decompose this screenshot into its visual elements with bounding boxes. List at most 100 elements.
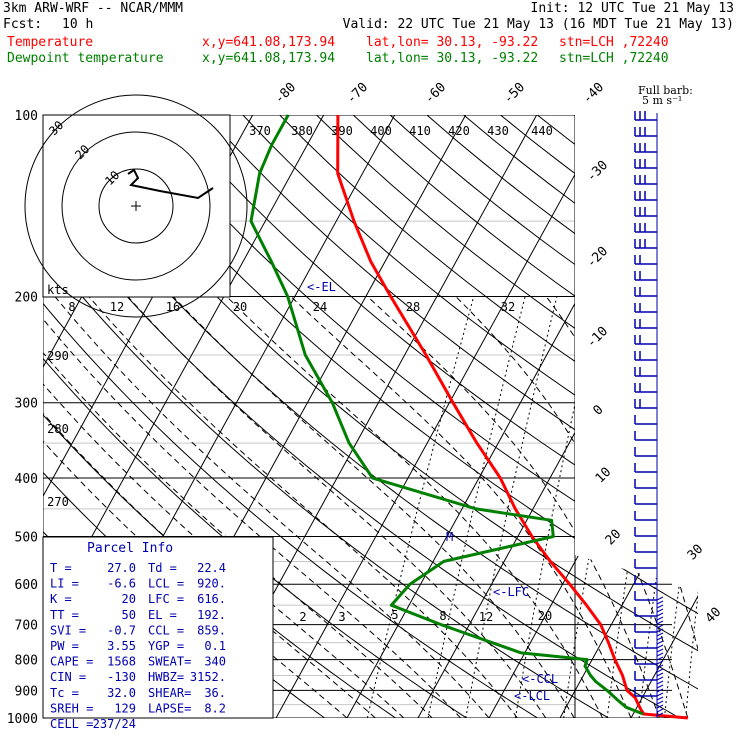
mixing-ratio-line xyxy=(664,296,698,718)
wind-barb-low xyxy=(656,636,664,641)
temperature-xy: x,y=641.08,173.94 xyxy=(202,35,336,50)
wind-barb-low xyxy=(656,596,664,601)
parcel-param-name: K = xyxy=(50,592,72,606)
wind-barb-low xyxy=(656,708,664,713)
wind-barb xyxy=(634,463,657,473)
wind-barb-low xyxy=(656,628,664,633)
theta-label: 280 xyxy=(47,422,69,436)
wind-barb-low xyxy=(656,668,664,673)
parcel-param-name: TT = xyxy=(50,608,79,622)
wind-barb xyxy=(634,255,657,265)
isotherm-label: 20 xyxy=(603,527,625,549)
hodograph-trace xyxy=(127,168,214,200)
parcel-param-value: 36. xyxy=(204,686,226,700)
parcel-param-name: SHEAR= xyxy=(148,686,191,700)
moist-adiabat xyxy=(226,296,604,718)
model-title: 3km ARW-WRF -- NCAR/MMM xyxy=(3,1,184,16)
wind-barb xyxy=(634,223,657,233)
mixing-ratio-line xyxy=(465,296,558,718)
wind-barb xyxy=(634,495,657,505)
barb-legend-line1: Full barb: xyxy=(638,84,693,97)
parcel-param-value: 340 xyxy=(204,655,226,669)
wind-barb xyxy=(634,143,657,153)
wind-barb xyxy=(634,383,657,393)
theta-label: 430 xyxy=(487,124,509,138)
wind-barb xyxy=(634,335,657,345)
parcel-param-value: 0.1 xyxy=(204,639,226,653)
mixing-ratio-line xyxy=(366,296,475,718)
mixing-ratio-line xyxy=(427,296,526,718)
isotherm-label: -50 xyxy=(501,80,528,107)
wind-barb xyxy=(634,271,657,281)
dry-adiabat xyxy=(463,115,698,718)
mixing-ratio-label: 12 xyxy=(110,300,124,314)
wind-barb-low xyxy=(656,704,664,709)
parcel-param-name: YGP = xyxy=(148,639,184,653)
pressure-label-800: 800 xyxy=(15,654,38,669)
parcel-param-value: 8.2 xyxy=(204,701,226,715)
wind-barb xyxy=(634,303,657,313)
wind-barb-low xyxy=(656,684,664,689)
theta-label: 370 xyxy=(249,124,271,138)
forecast-hour: 10 h xyxy=(62,17,94,32)
wind-barb-low xyxy=(656,696,664,701)
wind-barb xyxy=(634,207,657,217)
pressure-label-1000: 1000 xyxy=(7,712,38,727)
pressure-label-300: 300 xyxy=(15,397,38,412)
wind-barb xyxy=(634,351,657,361)
wind-barb-low xyxy=(656,700,664,705)
pressure-label-200: 200 xyxy=(15,291,38,306)
mixing-ratio-label: 28 xyxy=(406,300,420,314)
wind-barb xyxy=(634,415,657,425)
parcel-param-name: CCL = xyxy=(148,623,184,637)
mixing-ratio-label: 20 xyxy=(538,609,552,623)
wind-barb xyxy=(634,559,657,569)
dry-adiabat xyxy=(95,115,698,718)
dry-adiabat xyxy=(536,115,698,718)
mixing-ratio-label: 32 xyxy=(501,300,515,314)
wind-barb xyxy=(634,447,657,457)
theta-label: 390 xyxy=(331,124,353,138)
parcel-param-name: EL = xyxy=(148,608,177,622)
wind-barb xyxy=(634,639,657,649)
dry-adiabat xyxy=(426,115,698,718)
isotherm-label: -10 xyxy=(584,324,611,351)
valid-time: Valid: 22 UTC Tue 21 May 13 (16 MDT Tue … xyxy=(342,17,734,32)
plot-frame xyxy=(43,115,576,718)
parcel-param-name: CELL = xyxy=(50,717,93,731)
lcl-level-label: <-LCL xyxy=(514,689,550,703)
parcel-param-value: 32.0 xyxy=(107,686,136,700)
isotherm-label: -30 xyxy=(584,158,611,185)
wind-barb xyxy=(634,431,657,441)
isotherm-label: -80 xyxy=(272,80,299,107)
hodograph-units: kts xyxy=(47,283,69,297)
wind-barb xyxy=(634,111,657,121)
mixing-ratio-label: 12 xyxy=(479,610,493,624)
wind-barb xyxy=(634,591,657,601)
isotherm-line xyxy=(481,115,698,718)
parcel-param-name: SVI = xyxy=(50,623,86,637)
mixing-ratio-label: 20 xyxy=(233,300,247,314)
isotherm-label: 40 xyxy=(703,605,725,627)
mixing-ratio-line xyxy=(514,296,600,718)
wind-barb xyxy=(634,175,657,185)
pressure-label-500: 500 xyxy=(15,530,38,545)
wind-barb xyxy=(634,671,657,681)
wind-barb xyxy=(634,655,657,665)
parcel-param-name: LAPSE= xyxy=(148,701,191,715)
wind-barb-low xyxy=(656,692,664,697)
wind-barb xyxy=(634,127,657,137)
theta-label: 290 xyxy=(47,349,69,363)
mixing-ratio-label: 8 xyxy=(68,300,75,314)
wind-barb xyxy=(634,479,657,489)
isotherm-line xyxy=(694,115,698,718)
wind-barb xyxy=(634,575,657,585)
mixing-ratio-label: 2 xyxy=(299,610,306,624)
mixing-ratio-label: 8 xyxy=(439,609,446,623)
wind-barb-low xyxy=(656,712,664,717)
dewpoint-station: stn=LCH ,72240 xyxy=(559,51,669,66)
parcel-param-value: 192. xyxy=(197,608,226,622)
wind-barb-low xyxy=(656,648,664,653)
pressure-label-600: 600 xyxy=(15,578,38,593)
